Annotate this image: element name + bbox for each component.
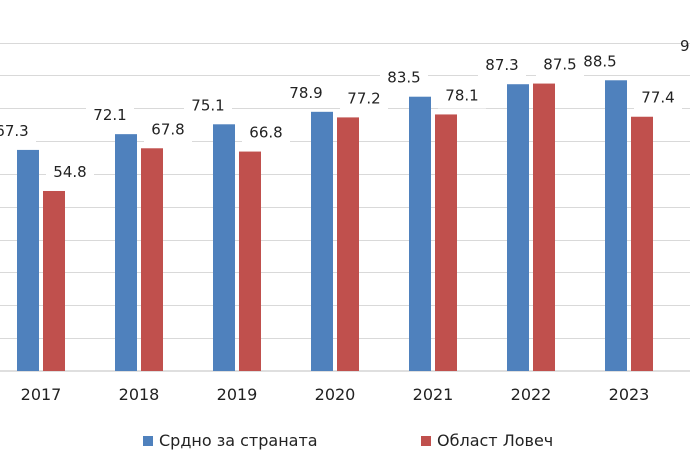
bar-lovech xyxy=(435,114,457,371)
data-label: 78.1 xyxy=(445,86,478,104)
bar-lovech xyxy=(141,148,163,371)
data-label-bg xyxy=(0,119,36,144)
x-tick-label: 2022 xyxy=(511,385,552,404)
data-label-bg xyxy=(144,118,192,143)
data-label: 83.5 xyxy=(387,69,420,87)
x-tick-labels: 2017 2018 2019 2020 2021 2022 2023 xyxy=(21,385,650,404)
data-label-bg xyxy=(634,86,682,111)
data-label-bg xyxy=(282,81,330,106)
data-label-bg xyxy=(576,50,624,75)
bar-national xyxy=(311,111,333,371)
x-tick-label: 2019 xyxy=(217,385,258,404)
data-label: 78.9 xyxy=(289,84,322,102)
x-tick-label: 2023 xyxy=(609,385,650,404)
bar-national xyxy=(507,84,529,372)
legend-swatch-lovech xyxy=(421,435,431,446)
x-tick-label: 2020 xyxy=(315,385,356,404)
data-label-bg xyxy=(86,104,134,129)
data-label: 67.8 xyxy=(151,120,184,138)
bar-national xyxy=(409,96,431,371)
data-label: 72.1 xyxy=(93,106,126,124)
data-label: 77.2 xyxy=(347,89,380,107)
data-label-bg xyxy=(184,94,232,119)
bar-lovech xyxy=(239,151,261,371)
bars xyxy=(17,80,653,372)
bar-lovech xyxy=(43,190,65,371)
data-label-bg xyxy=(340,87,388,112)
x-tick-label: 2021 xyxy=(413,385,454,404)
data-label: 87.5 xyxy=(543,56,576,74)
data-label-bg xyxy=(478,54,526,79)
x-tick-label: 2017 xyxy=(21,385,62,404)
data-labels: 67.3 54.8 72.1 67.8 75.1 66.8 78.9 77.2 83.5 78.1… xyxy=(0,50,682,185)
bar-lovech xyxy=(631,116,653,371)
data-label-bg xyxy=(438,84,486,109)
data-label: 77.4 xyxy=(641,89,674,107)
bar-lovech xyxy=(337,117,359,371)
legend: Срдно за страната Област Ловеч xyxy=(0,431,690,455)
data-label: 88.5 xyxy=(583,52,616,70)
data-label-bg xyxy=(46,160,94,185)
legend-swatch-national xyxy=(143,435,153,446)
legend-label-lovech: Област Ловеч xyxy=(437,431,554,450)
legend-item-lovech: Област Ловеч xyxy=(421,431,553,450)
bar-national xyxy=(17,149,39,371)
legend-label-national: Срдно за страната xyxy=(159,431,318,450)
bar-national xyxy=(115,134,137,371)
bar-national xyxy=(213,124,235,371)
bar-national xyxy=(605,80,627,371)
x-tick-label: 2018 xyxy=(119,385,160,404)
data-label-bg xyxy=(242,121,290,146)
edge-data-label: 9 xyxy=(680,37,690,55)
data-label: 75.1 xyxy=(191,96,224,114)
bar-lovech xyxy=(533,83,555,371)
data-label: 87.3 xyxy=(485,56,518,74)
data-label-bg xyxy=(380,66,428,91)
legend-item-national: Срдно за страната xyxy=(143,431,318,450)
data-label: 66.8 xyxy=(249,124,282,142)
data-label: 67.3 xyxy=(0,122,29,140)
data-label: 54.8 xyxy=(53,163,86,181)
